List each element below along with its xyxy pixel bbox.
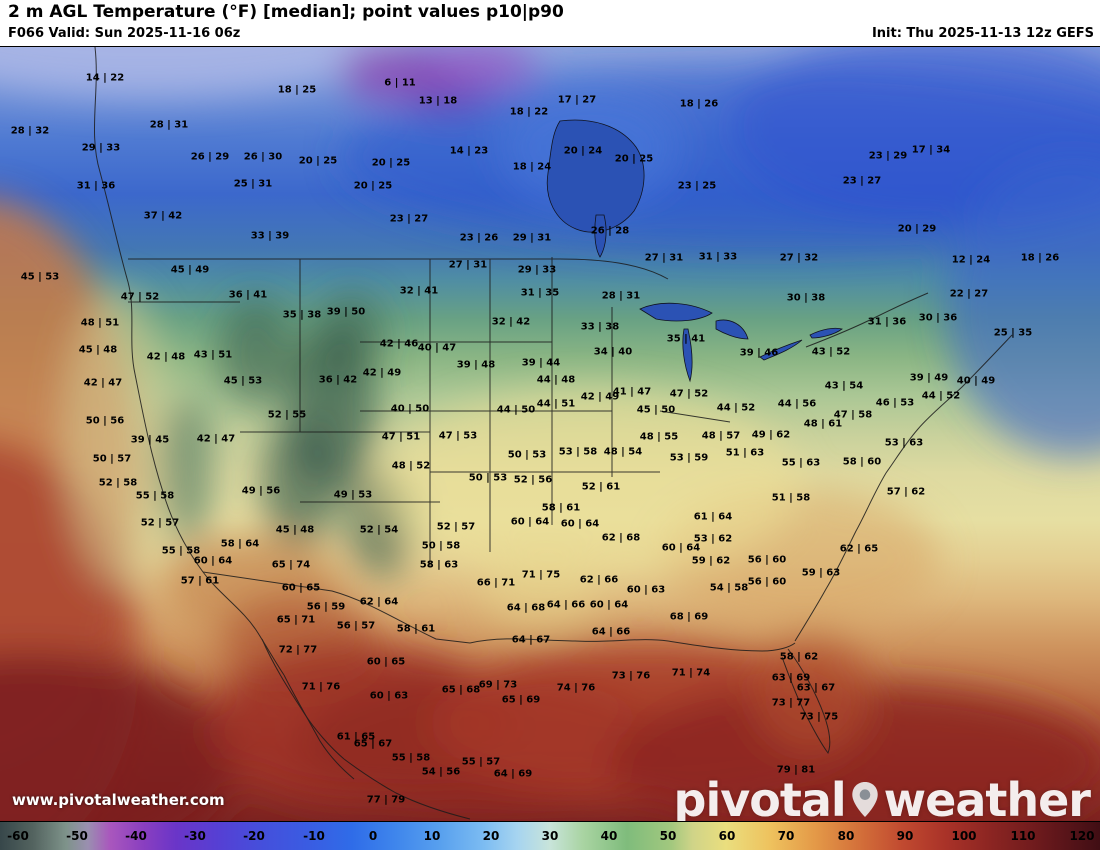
colorbar-tick: 70	[777, 829, 795, 843]
geo-boundaries	[93, 47, 1013, 820]
colorbar-tick: 10	[423, 829, 441, 843]
colorbar-tick: 40	[600, 829, 618, 843]
colorbar-tick: -40	[125, 829, 147, 843]
colorbar-tick: 120	[1069, 829, 1095, 843]
valid-time-label: F066 Valid: Sun 2025-11-16 06z	[8, 26, 241, 41]
logo-text-weather: weather	[883, 773, 1091, 822]
colorbar-tick: -10	[303, 829, 325, 843]
temperature-field-canvas	[0, 47, 1100, 821]
map-area: www.pivotalweather.com pivotal weather	[0, 46, 1100, 822]
colorbar-tick: 20	[482, 829, 500, 843]
colorbar-tick: -50	[66, 829, 88, 843]
pivotal-weather-logo: pivotal weather	[673, 773, 1091, 822]
colorbar-tick: 90	[896, 829, 914, 843]
temperature-blobs	[0, 47, 1100, 821]
colorbar-tick: 30	[541, 829, 559, 843]
logo-text-pivotal: pivotal	[673, 773, 847, 822]
lakes-and-bays	[546, 119, 843, 383]
watermark-url: www.pivotalweather.com	[12, 791, 225, 809]
colorbar-tick: -60	[7, 829, 29, 843]
colorbar-tick: 100	[951, 829, 977, 843]
colorbar-tick: 60	[718, 829, 736, 843]
map-title: 2 m AGL Temperature (°F) [median]; point…	[8, 2, 564, 22]
colorbar-tick: 0	[368, 829, 378, 843]
colorbar-tick: -20	[243, 829, 265, 843]
colorbar-tick: -30	[184, 829, 206, 843]
colorbar-tick: 50	[659, 829, 677, 843]
colorbar-tick: 110	[1010, 829, 1036, 843]
init-time-label: Init: Thu 2025-11-13 12z GEFS	[871, 26, 1094, 41]
header-bar: 2 m AGL Temperature (°F) [median]; point…	[0, 0, 1100, 46]
location-pin-icon	[851, 782, 878, 817]
colorbar: -60 -50 -40 -30 -20 -10 0 10 20 30 40 50 60 70 80 90 100…	[0, 822, 1100, 850]
colorbar-tick: 80	[837, 829, 855, 843]
